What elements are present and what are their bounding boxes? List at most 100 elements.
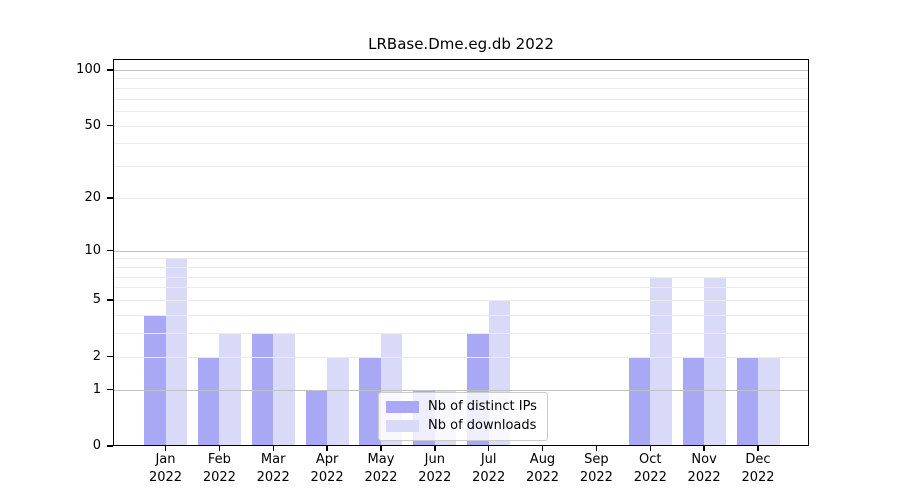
y-tick-50 xyxy=(107,124,113,127)
month-label: Oct xyxy=(639,452,662,467)
y-tick-label-2: 2 xyxy=(92,348,101,364)
year-label: 2022 xyxy=(256,470,290,485)
bar-nb-of-downloads-apr xyxy=(327,356,349,446)
year-label: 2022 xyxy=(633,470,667,485)
bar-nb-of-distinct-ips-dec xyxy=(736,356,758,446)
month-label: Jul xyxy=(480,452,497,467)
month-label: Feb xyxy=(207,452,231,467)
month-label: Nov xyxy=(691,452,717,467)
chart-title: LRBase.Dme.eg.db 2022 xyxy=(368,35,554,53)
gridline-60 xyxy=(113,111,809,112)
x-tick-apr xyxy=(326,446,328,451)
x-tick-oct xyxy=(649,446,651,451)
bar-nb-of-downloads-oct xyxy=(650,276,672,446)
y-tick-0 xyxy=(107,445,113,447)
legend-swatch-distinct-ips xyxy=(386,400,419,413)
y-tick-label-10: 10 xyxy=(84,242,101,258)
y-tick-10 xyxy=(107,249,113,252)
bar-nb-of-distinct-ips-may xyxy=(359,356,381,446)
year-label: 2022 xyxy=(687,470,721,485)
bar-nb-of-distinct-ips-nov xyxy=(682,356,705,446)
y-tick-100 xyxy=(107,69,113,71)
x-tick-label-oct: Oct 2022 xyxy=(618,451,682,487)
month-label: Sep xyxy=(584,452,609,467)
month-label: Jun xyxy=(424,452,445,467)
gridline-10 xyxy=(113,250,809,252)
plot-area xyxy=(113,59,809,446)
gridline-90 xyxy=(113,78,809,80)
month-label: Dec xyxy=(745,452,771,467)
gridline-7 xyxy=(113,276,809,278)
gridline-8 xyxy=(113,266,809,268)
gridline-30 xyxy=(113,166,809,168)
gridline-2 xyxy=(113,356,809,358)
gridline-20 xyxy=(113,197,809,199)
x-tick-label-sep: Sep 2022 xyxy=(564,451,628,487)
x-tick-jun xyxy=(434,446,436,451)
y-tick-label-20: 20 xyxy=(84,189,101,205)
y-tick-label-50: 50 xyxy=(84,117,101,133)
year-label: 2022 xyxy=(202,470,236,485)
x-tick-label-jun: Jun 2022 xyxy=(403,451,467,487)
x-tick-label-jul: Jul 2022 xyxy=(457,451,521,487)
y-tick-5 xyxy=(107,299,113,301)
year-label: 2022 xyxy=(525,470,560,485)
bar-nb-of-distinct-ips-feb xyxy=(197,356,220,446)
gridline-5 xyxy=(113,300,809,301)
y-tick-label-1: 1 xyxy=(92,381,101,397)
y-tick-label-0: 0 xyxy=(92,438,101,453)
gridline-40 xyxy=(113,143,809,145)
gridline-6 xyxy=(113,287,809,289)
x-tick-feb xyxy=(218,446,221,451)
x-tick-label-may: May 2022 xyxy=(349,451,413,487)
gridline-70 xyxy=(113,98,809,100)
x-tick-label-dec: Dec 2022 xyxy=(726,451,790,487)
month-label: Mar xyxy=(260,452,286,467)
x-tick-label-apr: Apr 2022 xyxy=(295,451,359,487)
y-tick-label-100: 100 xyxy=(76,61,101,77)
legend-item-distinct-ips: Nb of distinct IPs xyxy=(386,398,537,415)
gridline-9 xyxy=(113,258,809,260)
x-tick-label-jan: Jan 2022 xyxy=(134,451,198,487)
y-tick-label-5: 5 xyxy=(92,292,101,307)
x-tick-may xyxy=(380,446,382,451)
legend-label-distinct-ips: Nb of distinct IPs xyxy=(428,399,537,414)
x-tick-label-nov: Nov 2022 xyxy=(672,451,736,487)
bar-nb-of-distinct-ips-jan xyxy=(144,314,166,446)
legend: Nb of distinct IPs Nb of downloads xyxy=(378,392,548,441)
y-tick-2 xyxy=(107,355,113,358)
gridline-80 xyxy=(113,87,809,89)
bar-nb-of-downloads-dec xyxy=(758,356,780,446)
year-label: 2022 xyxy=(364,470,398,485)
year-label: 2022 xyxy=(472,470,506,485)
x-tick-label-mar: Mar 2022 xyxy=(241,451,305,487)
month-label: Aug xyxy=(529,452,556,467)
gridline-1 xyxy=(113,389,809,391)
bar-nb-of-distinct-ips-oct xyxy=(628,356,651,446)
bar-nb-of-downloads-nov xyxy=(704,276,726,446)
legend-item-downloads: Nb of downloads xyxy=(386,417,537,434)
month-label: Jan xyxy=(155,452,176,467)
x-tick-label-feb: Feb 2022 xyxy=(187,451,251,487)
gridline-3 xyxy=(113,333,809,334)
x-tick-label-aug: Aug 2022 xyxy=(511,451,575,487)
x-tick-sep xyxy=(595,446,598,451)
bar-nb-of-downloads-jan xyxy=(165,258,187,446)
x-tick-aug xyxy=(541,446,544,451)
x-tick-jul xyxy=(487,446,490,451)
gridline-50 xyxy=(113,125,809,127)
y-tick-1 xyxy=(107,388,113,391)
year-label: 2022 xyxy=(148,470,183,485)
gridline-100 xyxy=(113,69,809,71)
legend-label-downloads: Nb of downloads xyxy=(428,418,537,433)
y-tick-20 xyxy=(107,197,113,199)
month-label: Apr xyxy=(315,452,339,467)
month-label: May xyxy=(367,452,395,467)
x-tick-dec xyxy=(757,446,759,451)
gridline-4 xyxy=(113,314,809,316)
x-tick-nov xyxy=(703,446,705,451)
x-tick-jan xyxy=(164,446,167,451)
bar-nb-of-distinct-ips-apr xyxy=(305,389,328,446)
year-label: 2022 xyxy=(579,470,613,485)
